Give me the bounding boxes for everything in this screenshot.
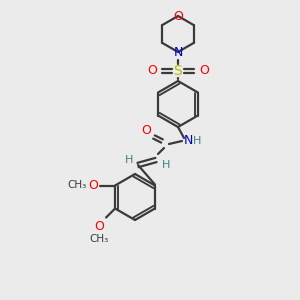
- Text: O: O: [147, 64, 157, 77]
- Text: H: H: [125, 155, 133, 165]
- Text: O: O: [173, 10, 183, 22]
- Text: O: O: [88, 179, 98, 192]
- Text: N: N: [183, 134, 193, 148]
- Text: H: H: [162, 160, 170, 170]
- Text: O: O: [141, 124, 151, 136]
- Text: H: H: [193, 136, 201, 146]
- Text: CH₃: CH₃: [89, 235, 109, 244]
- Text: N: N: [173, 46, 183, 59]
- Text: O: O: [199, 64, 209, 77]
- Text: CH₃: CH₃: [68, 181, 87, 190]
- Text: S: S: [174, 64, 182, 78]
- Text: O: O: [94, 220, 104, 233]
